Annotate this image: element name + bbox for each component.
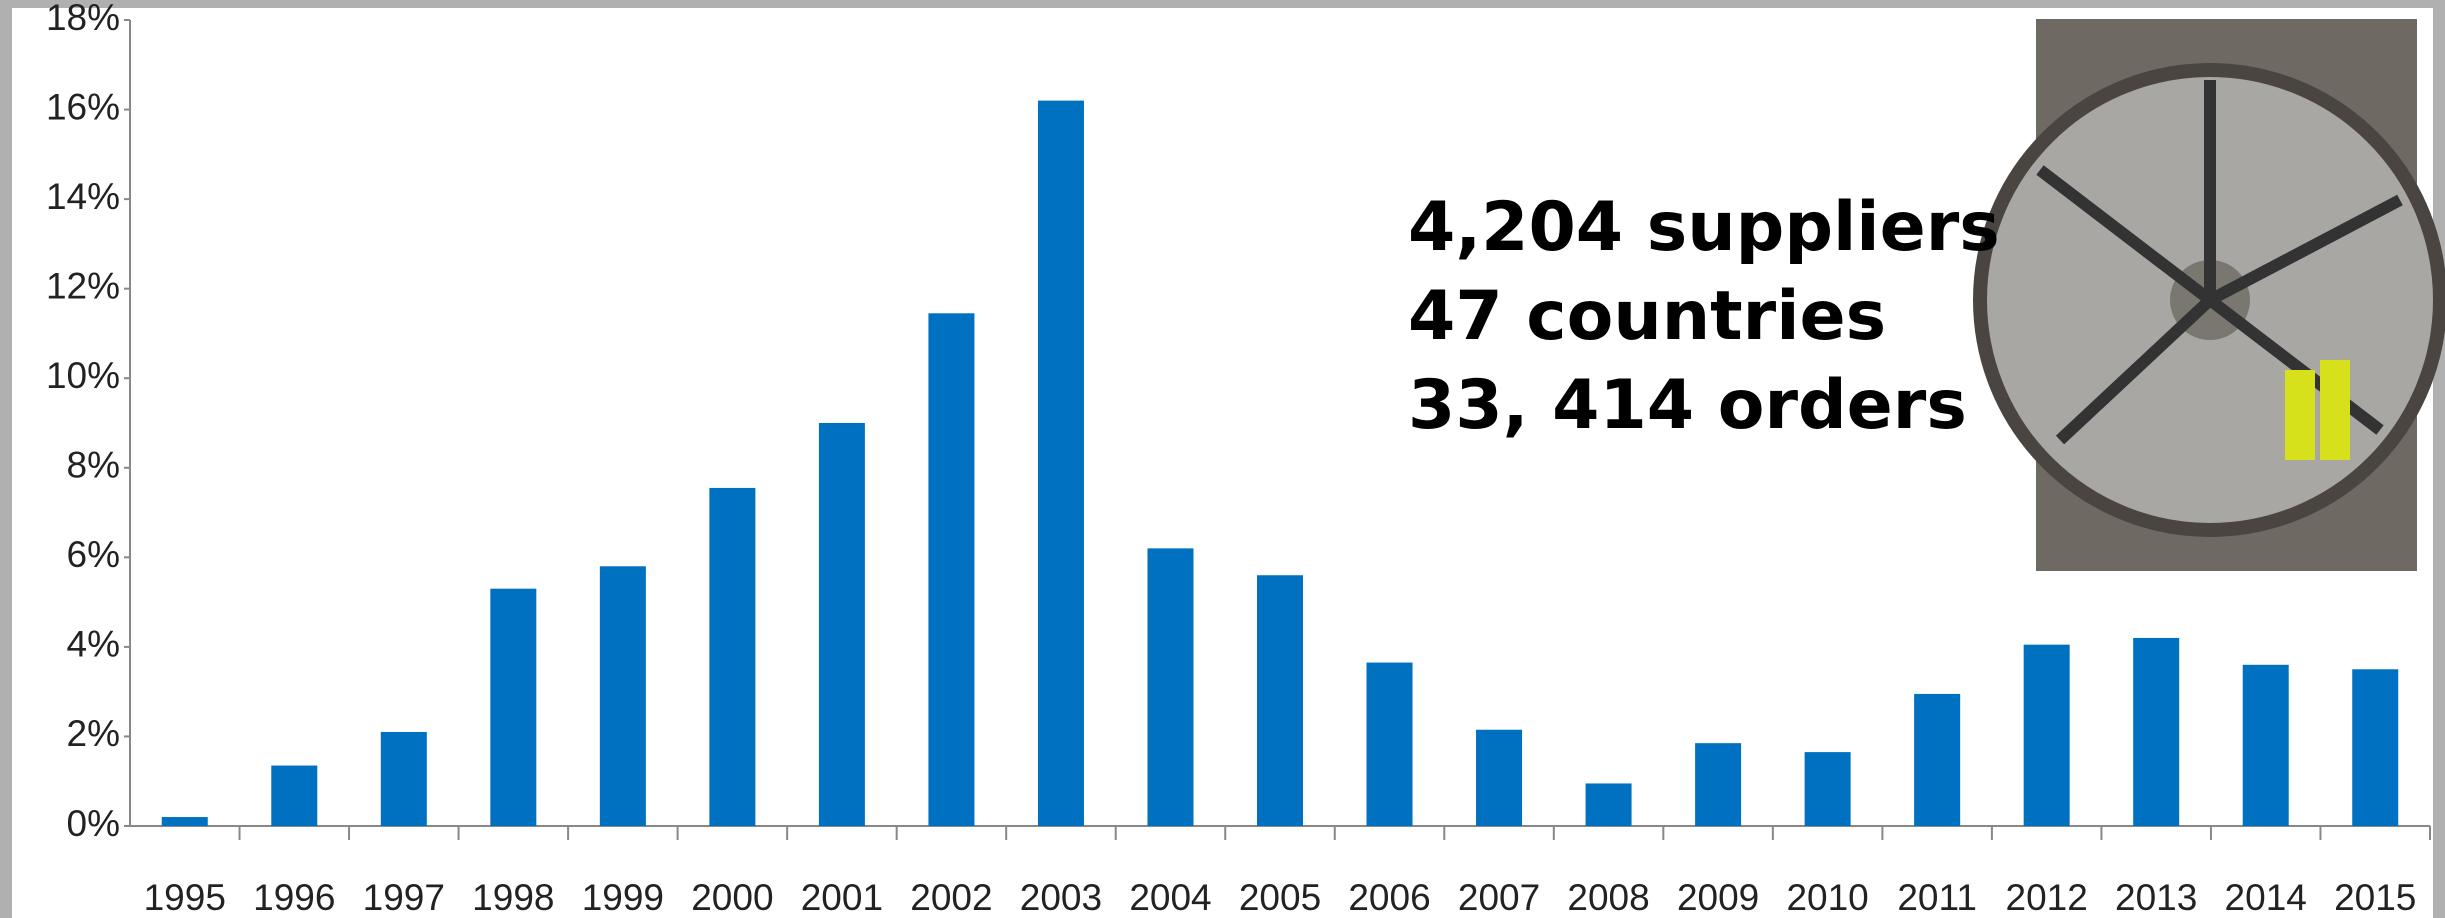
x-tick-label: 2011 (1897, 877, 1977, 918)
x-tick-label: 2015 (2334, 877, 2416, 918)
y-tick-label: 0% (67, 803, 120, 844)
y-tick-label: 8% (67, 445, 120, 486)
bar (1476, 729, 1523, 826)
bar (1147, 548, 1194, 826)
bar (818, 423, 865, 826)
annotation: 33, 414 orders (1408, 366, 1967, 445)
x-tick-label: 2006 (1348, 877, 1430, 918)
y-tick-label: 14% (46, 176, 120, 217)
x-tick-label: 1996 (253, 877, 335, 918)
bar (2023, 644, 2070, 826)
x-tick-label: 2009 (1677, 877, 1759, 918)
y-tick-label: 4% (67, 624, 120, 665)
y-tick-label: 10% (46, 355, 120, 396)
x-tick-label: 1997 (363, 877, 445, 918)
x-tick-label: 2010 (1786, 877, 1868, 918)
bar (1695, 743, 1742, 826)
y-tick-label: 2% (67, 713, 120, 754)
x-tick-label: 2007 (1458, 877, 1540, 918)
bar (161, 817, 208, 826)
x-tick-label: 1995 (144, 877, 226, 918)
x-tick-label: 2012 (2006, 877, 2088, 918)
bar (490, 588, 537, 826)
x-tick-label: 2003 (1020, 877, 1102, 918)
x-tick-label: 2002 (910, 877, 992, 918)
bar (1366, 662, 1413, 826)
y-tick-label: 6% (67, 534, 120, 575)
x-tick-label: 2008 (1567, 877, 1649, 918)
bar (928, 313, 975, 826)
bar (271, 765, 318, 826)
bar (1585, 783, 1632, 826)
annotation: 47 countries (1408, 277, 1886, 356)
bar (599, 566, 646, 826)
bar (1804, 752, 1851, 826)
x-tick-label: 2014 (2225, 877, 2307, 918)
annotation: 4,204 suppliers (1408, 188, 2000, 267)
x-tick-label: 1999 (582, 877, 664, 918)
bar (709, 487, 756, 826)
x-tick-label: 2005 (1239, 877, 1321, 918)
x-tick-label: 1998 (472, 877, 554, 918)
photo (1973, 19, 2445, 571)
bar (1257, 575, 1303, 826)
bar (1914, 693, 1961, 826)
y-tick-label: 18% (46, 0, 120, 38)
y-tick-label: 12% (46, 265, 120, 306)
bar (2242, 664, 2289, 826)
y-tick-label: 16% (46, 86, 120, 127)
bar (1037, 100, 1084, 827)
x-tick-label: 2000 (691, 877, 773, 918)
bar (2133, 637, 2180, 826)
x-tick-label: 2004 (1129, 877, 1211, 918)
bar (380, 731, 427, 826)
x-tick-label: 2013 (2115, 877, 2197, 918)
bar (2352, 669, 2399, 826)
x-tick-label: 2001 (801, 877, 883, 918)
